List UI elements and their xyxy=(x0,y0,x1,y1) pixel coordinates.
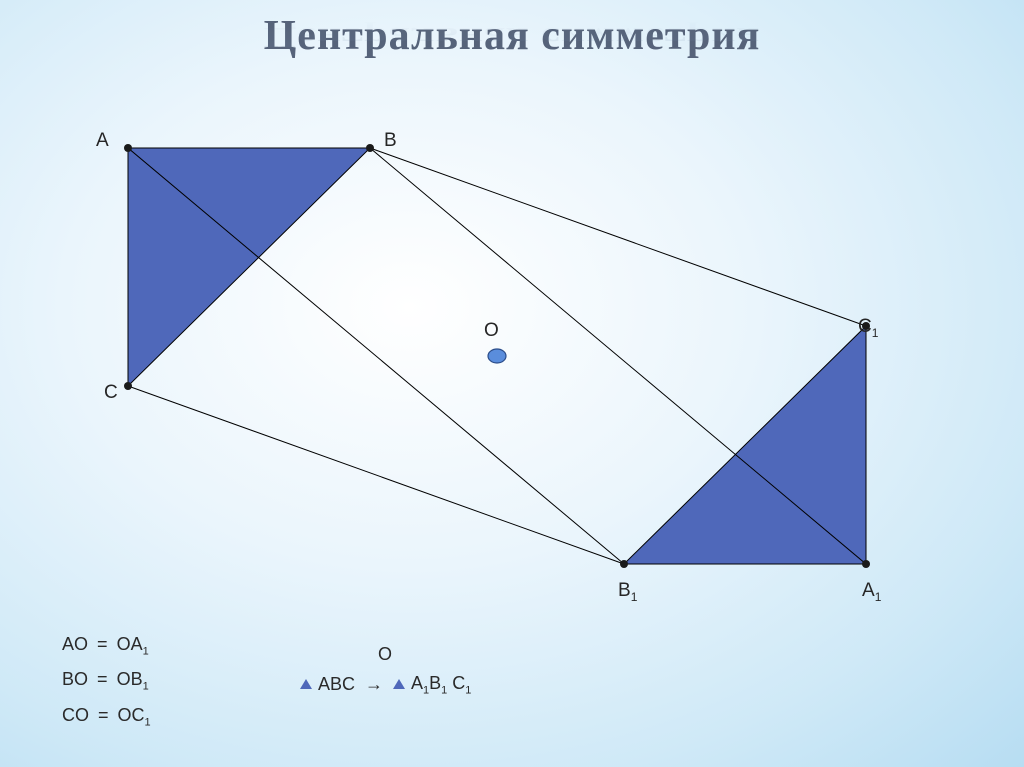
label-C1: C1 xyxy=(858,316,878,340)
eq-BO: BO = OB1 xyxy=(62,662,151,697)
mapping-to: A1B1 C1 xyxy=(411,669,471,700)
eq-CO: CO = OC1 xyxy=(62,698,151,733)
label-B1: B1 xyxy=(618,580,637,604)
label-B: B xyxy=(384,130,397,152)
mapping-row: ABC → A1B1 C1 xyxy=(300,669,471,700)
label-C: C xyxy=(104,382,118,404)
triangle-icon xyxy=(300,679,312,689)
label-A: A xyxy=(96,130,109,152)
mapping-from: ABC xyxy=(318,670,355,699)
mapping-block: O ABC → A1B1 C1 xyxy=(300,640,471,700)
equalities-block: AO = OA1 BO = OB1 CO = OC1 xyxy=(62,627,151,733)
mapping-over: O xyxy=(378,640,471,669)
label-O: O xyxy=(484,320,499,342)
label-A1: A1 xyxy=(862,580,881,604)
eq-AO: AO = OA1 xyxy=(62,627,151,662)
symmetry-diagram xyxy=(0,0,1024,767)
triangle-icon xyxy=(393,679,405,689)
mapping-arrow: → xyxy=(361,670,387,699)
